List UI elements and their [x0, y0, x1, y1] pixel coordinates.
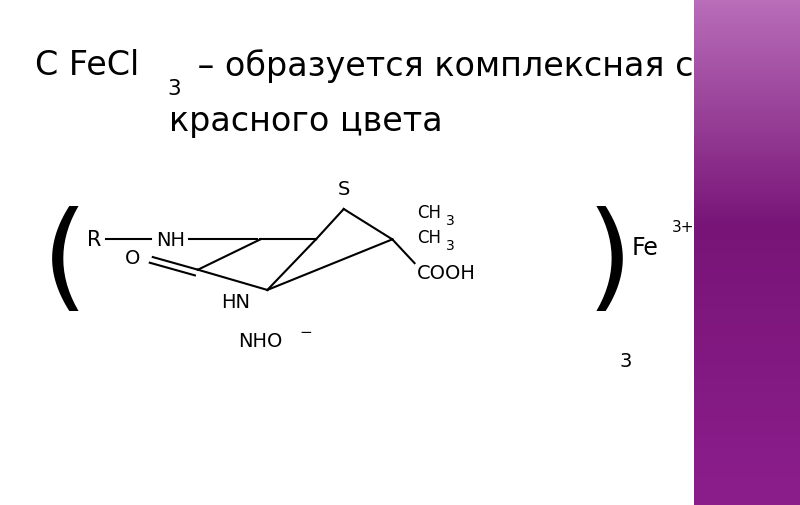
Text: красного цвета: красного цвета — [169, 105, 442, 138]
Text: HN: HN — [221, 293, 250, 312]
Text: S: S — [338, 179, 350, 198]
Text: CH: CH — [417, 203, 441, 221]
Text: – образуется комплексная соль: – образуется комплексная соль — [187, 49, 755, 82]
Text: 3: 3 — [446, 239, 454, 253]
Text: COOH: COOH — [417, 263, 475, 282]
Text: NH: NH — [156, 230, 185, 249]
Text: 3: 3 — [446, 214, 454, 228]
Text: С FeCl: С FeCl — [34, 49, 139, 82]
Text: Fe: Fe — [632, 235, 658, 260]
Text: 3: 3 — [619, 351, 632, 371]
Text: R: R — [86, 230, 101, 250]
Text: NHO: NHO — [238, 331, 282, 350]
Text: (: ( — [42, 205, 88, 320]
Text: CH: CH — [417, 228, 441, 246]
Text: O: O — [125, 248, 140, 267]
Text: −: − — [299, 324, 312, 339]
Text: 3: 3 — [168, 78, 182, 98]
Text: 3+: 3+ — [672, 220, 694, 235]
Text: ): ) — [586, 205, 633, 320]
